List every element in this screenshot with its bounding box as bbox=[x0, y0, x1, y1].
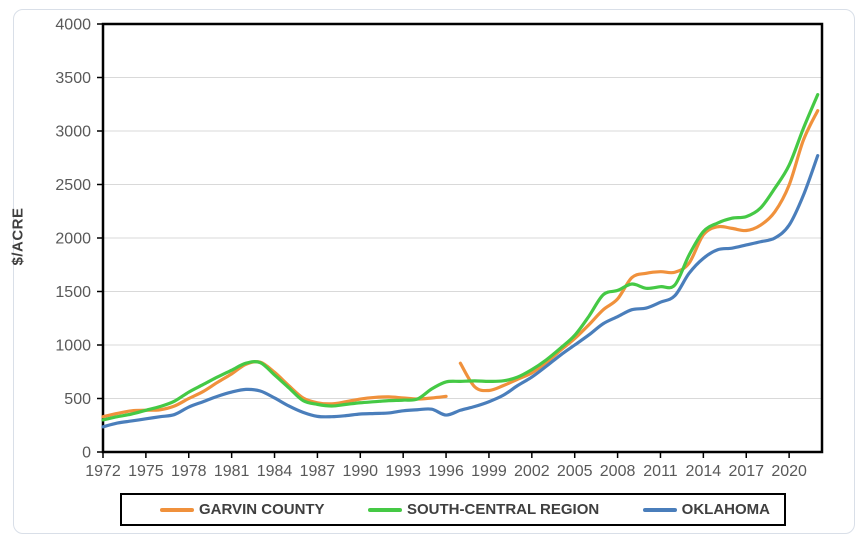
x-tick-label: 2017 bbox=[728, 463, 764, 480]
series-line-garvin-county bbox=[101, 360, 448, 419]
plot-border bbox=[101, 22, 824, 454]
series-line-garvin-county bbox=[458, 109, 820, 393]
y-tick-label: 500 bbox=[64, 391, 91, 408]
y-tick-label: 2000 bbox=[55, 231, 91, 248]
series-line-south-central-region bbox=[101, 93, 820, 422]
x-tick-label: 2002 bbox=[514, 463, 550, 480]
legend-item-garvin-county: GARVIN COUNTY bbox=[160, 501, 325, 518]
legend-line-swatch-orange bbox=[160, 507, 194, 512]
legend-item-south-central-region: SOUTH-CENTRAL REGION bbox=[368, 501, 599, 518]
x-tick-label: 1978 bbox=[171, 463, 207, 480]
y-tick-label: 1000 bbox=[55, 338, 91, 355]
x-tick-label: 1975 bbox=[128, 463, 164, 480]
legend-label: GARVIN COUNTY bbox=[199, 501, 325, 518]
x-tick-label: 1990 bbox=[342, 463, 378, 480]
series-line-oklahoma bbox=[101, 154, 820, 429]
x-tick-label: 1984 bbox=[257, 463, 293, 480]
legend-label: OKLAHOMA bbox=[681, 501, 770, 518]
x-tick-label: 2005 bbox=[557, 463, 593, 480]
legend-line-swatch-green bbox=[368, 507, 402, 512]
y-tick-label: 4000 bbox=[55, 17, 91, 34]
x-tick-label: 2014 bbox=[686, 463, 722, 480]
legend-item-oklahoma: OKLAHOMA bbox=[642, 501, 770, 518]
y-tick-label: 0 bbox=[82, 445, 91, 462]
x-tick-label: 2008 bbox=[600, 463, 636, 480]
y-tick-label: 3500 bbox=[55, 70, 91, 87]
legend: GARVIN COUNTY SOUTH-CENTRAL REGION OKLAH… bbox=[120, 493, 786, 526]
y-tick-label: 2500 bbox=[55, 177, 91, 194]
legend-label: SOUTH-CENTRAL REGION bbox=[407, 501, 600, 518]
y-tick-label: 1500 bbox=[55, 284, 91, 301]
legend-line-swatch-blue bbox=[642, 507, 677, 512]
x-tick-label: 2011 bbox=[643, 463, 678, 480]
x-tick-label: 1996 bbox=[428, 463, 464, 480]
x-tick-label: 1993 bbox=[385, 463, 421, 480]
x-tick-label: 1981 bbox=[214, 463, 250, 480]
x-tick-label: 1987 bbox=[300, 463, 336, 480]
x-tick-label: 1972 bbox=[85, 463, 121, 480]
x-tick-label: 2020 bbox=[771, 463, 807, 480]
x-tick-label: 1999 bbox=[471, 463, 507, 480]
y-tick-label: 3000 bbox=[55, 124, 91, 141]
chart-outer-frame bbox=[13, 9, 855, 534]
